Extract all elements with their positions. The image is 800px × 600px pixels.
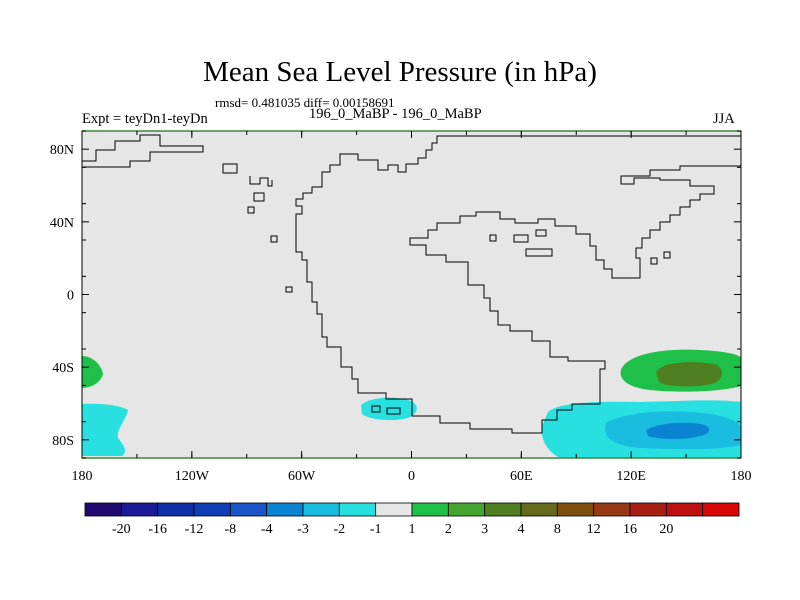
plot-title: Mean Sea Level Pressure (in hPa) <box>203 56 597 88</box>
colorbar-box <box>556 502 595 517</box>
colorbar-label: -4 <box>261 522 273 537</box>
colorbar-box <box>266 502 304 517</box>
colorbar-label: 20 <box>659 522 673 537</box>
lat-tick-label: 40N <box>50 216 74 231</box>
colorbar-box <box>629 502 667 517</box>
colorbar-box <box>375 502 413 517</box>
contour-fill-pos1-dateline <box>82 356 103 388</box>
colorbar-label: 1 <box>409 522 416 537</box>
coastline-island-9 <box>386 407 401 415</box>
colorbar-box <box>84 502 122 517</box>
colorbar-box <box>193 502 231 517</box>
coastline-island-east-b <box>663 251 671 259</box>
coastline-island-3 <box>253 192 265 202</box>
colorbar-label: 2 <box>445 522 452 537</box>
coastline-island-1 <box>222 163 238 174</box>
colorbar-label: -8 <box>224 522 236 537</box>
colorbar-label: 3 <box>481 522 488 537</box>
colorbar-label: 4 <box>518 522 525 537</box>
lat-tick-label: 40S <box>52 361 74 376</box>
lat-tick-label: 80N <box>50 143 74 158</box>
coastline-island-5 <box>270 235 278 243</box>
colorbar-label: -16 <box>148 522 167 537</box>
coastline-north-polar <box>82 134 204 168</box>
colorbar-box <box>665 502 704 517</box>
colorbar-label: -12 <box>185 522 204 537</box>
lon-tick-label: 120E <box>616 469 646 484</box>
colorbar-box <box>411 502 449 517</box>
lon-tick-label: 120W <box>175 469 210 484</box>
contour-fill-pos3-high-east <box>656 362 723 387</box>
coastline-island-7 <box>489 234 497 242</box>
lat-tick-label: 80S <box>52 434 74 449</box>
contour-fill-neg1-atlantic <box>361 397 417 421</box>
colorbar-label: 16 <box>623 522 637 537</box>
coastline-inland-basin-c <box>535 229 547 237</box>
coastline-inland-basin-b <box>525 248 553 257</box>
period-label: 196_0_MaBP - 196_0_MaBP <box>309 106 482 122</box>
axis-ticks <box>81 130 742 459</box>
coastline-island-8 <box>371 405 381 413</box>
colorbar-box <box>447 502 486 517</box>
contour-fill-neg4-southern-ocean <box>646 422 710 439</box>
colorbar-box <box>302 502 340 517</box>
season-label: JJA <box>713 111 735 127</box>
coastline-main-continent <box>295 135 741 434</box>
lon-tick-label: 180 <box>72 469 93 484</box>
lon-tick-label: 60W <box>288 469 316 484</box>
colorbar-box <box>120 502 159 517</box>
lon-tick-label: 60E <box>510 469 533 484</box>
contour-fill-neg1-dateline <box>82 403 128 456</box>
coastline-island-east-a <box>650 257 658 265</box>
colorbar-box <box>157 502 195 517</box>
axis-tick-labels: 80N 40N 0 40S 80S 180 120W 60W 0 60E 120E 180 <box>50 143 752 484</box>
map-plot-area <box>82 131 741 458</box>
rmsd-diff-stats: rmsd= 0.481035 diff= 0.00158691 <box>215 95 395 110</box>
colorbar: -20 -16 -12 -8 -4 -3 -2 -1 1 2 3 4 8 12 16 20 <box>84 502 740 537</box>
colorbar-label: -3 <box>297 522 309 537</box>
coastline-inland-basin-a <box>513 234 529 243</box>
lat-tick-label: 0 <box>67 289 74 304</box>
colorbar-box <box>520 502 558 517</box>
colorbar-box <box>593 502 631 517</box>
coastline-island-2 <box>249 176 273 187</box>
colorbar-label: -2 <box>333 522 345 537</box>
colorbar-box <box>484 502 522 517</box>
colorbar-box <box>338 502 377 517</box>
coastlines <box>82 134 741 434</box>
coastline-island-4 <box>247 206 255 214</box>
coastline-island-6 <box>285 286 293 293</box>
colorbar-label: 8 <box>554 522 561 537</box>
colorbar-label: 12 <box>587 522 601 537</box>
colorbar-box <box>702 502 740 517</box>
colorbar-label: -1 <box>370 522 382 537</box>
lon-tick-label: 0 <box>408 469 415 484</box>
lon-tick-label: 180 <box>731 469 752 484</box>
colorbar-label: -20 <box>112 522 131 537</box>
colorbar-box <box>229 502 268 517</box>
experiment-label: Expt = teyDn1-teyDn <box>82 111 208 127</box>
